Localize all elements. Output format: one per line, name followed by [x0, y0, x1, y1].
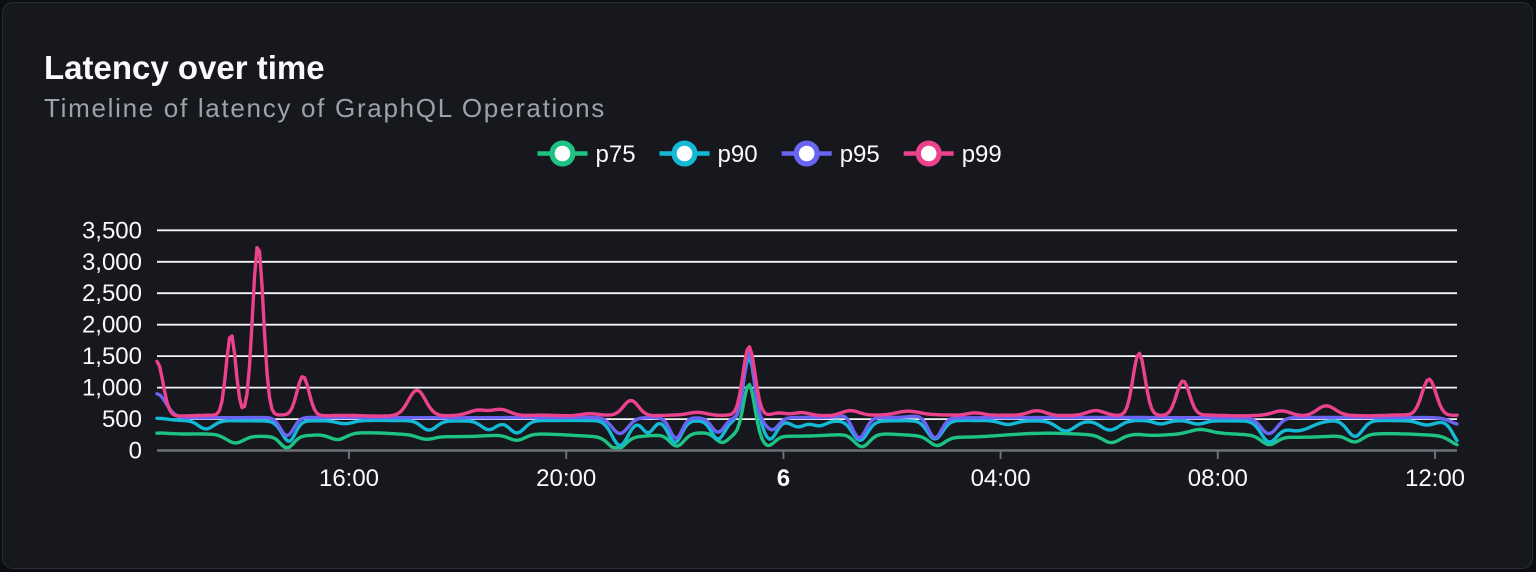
svg-text:p75: p75: [596, 141, 636, 168]
svg-text:3,000: 3,000: [82, 249, 142, 276]
svg-text:p90: p90: [718, 141, 758, 168]
svg-text:3,500: 3,500: [82, 217, 142, 244]
svg-text:2,000: 2,000: [82, 312, 142, 339]
svg-text:500: 500: [102, 406, 142, 433]
svg-text:12:00: 12:00: [1405, 465, 1465, 492]
svg-text:p99: p99: [962, 141, 1002, 168]
svg-text:p95: p95: [840, 141, 880, 168]
svg-text:0: 0: [129, 438, 142, 465]
svg-text:04:00: 04:00: [971, 465, 1031, 492]
svg-text:6: 6: [777, 465, 790, 492]
svg-text:1,500: 1,500: [82, 343, 142, 370]
svg-text:16:00: 16:00: [319, 465, 379, 492]
svg-text:1,000: 1,000: [82, 375, 142, 402]
svg-text:2,500: 2,500: [82, 280, 142, 307]
svg-text:08:00: 08:00: [1188, 465, 1248, 492]
svg-text:20:00: 20:00: [536, 465, 596, 492]
